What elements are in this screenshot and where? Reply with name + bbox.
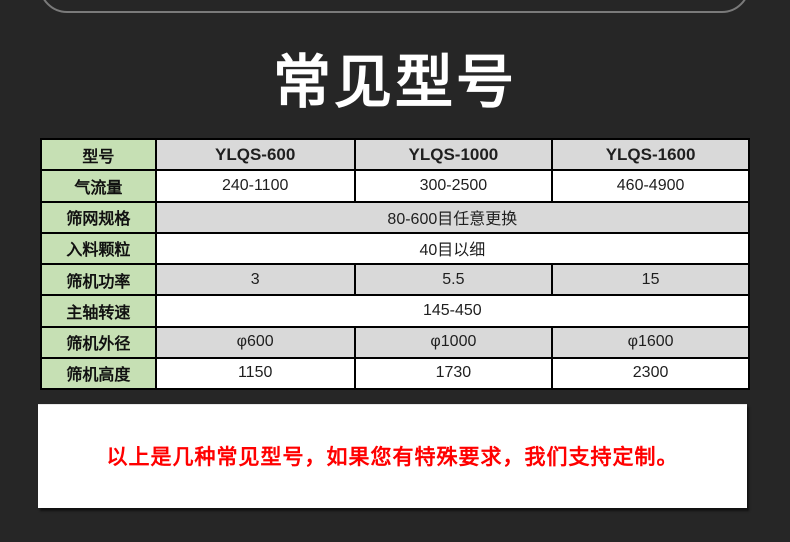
spec-value-cell: 145-450: [154, 294, 751, 328]
row-label-cell: 筛机功率: [40, 262, 157, 297]
table-row: 气流量 240-1100 300-2500 460-4900: [40, 169, 750, 203]
spec-value-cell: 40目以细: [154, 231, 751, 266]
spec-value-cell: YLQS-1000: [353, 137, 554, 172]
spec-value-cell: φ1000: [353, 325, 554, 359]
table-row: 型号 YLQS-600 YLQS-1000 YLQS-1600: [40, 137, 750, 172]
row-label-cell: 筛机高度: [40, 356, 157, 391]
spec-value-cell: 2300: [551, 356, 750, 391]
row-label-cell: 气流量: [40, 169, 157, 203]
table-row: 筛机外径 φ600 φ1000 φ1600: [40, 325, 750, 359]
table-row: 主轴转速 145-450: [40, 294, 751, 328]
row-label-cell: 型号: [40, 137, 157, 172]
spec-value-cell: 3: [154, 262, 356, 297]
note-text: 以上是几种常见型号，如果您有特殊要求，我们支持定制。: [106, 446, 679, 469]
spec-value-cell: φ1600: [551, 325, 750, 359]
row-label-cell: 筛机外径: [40, 325, 157, 359]
row-label-cell: 入料颗粒: [40, 231, 157, 266]
spec-value-cell: 80-600目任意更换: [154, 200, 751, 234]
table-row: 入料颗粒 40目以细: [40, 231, 751, 266]
spec-value-cell: YLQS-600: [154, 137, 356, 172]
note-banner: 以上是几种常见型号，如果您有特殊要求，我们支持定制。: [38, 404, 747, 508]
table-row: 筛机高度 1150 1730 2300: [40, 356, 750, 391]
table-row: 筛网规格 80-600目任意更换: [40, 200, 751, 234]
spec-value-cell: YLQS-1600: [551, 137, 750, 172]
spec-value-cell: 300-2500: [353, 169, 554, 203]
spec-value-cell: 5.5: [353, 262, 554, 297]
spec-value-cell: φ600: [154, 325, 356, 359]
spec-value-cell: 460-4900: [551, 169, 750, 203]
row-label-cell: 主轴转速: [40, 294, 157, 328]
previous-card-outline: [39, 0, 750, 13]
table-row: 筛机功率 3 5.5 15: [40, 262, 750, 297]
page-title: 常见型号: [272, 50, 517, 115]
spec-value-cell: 240-1100: [154, 169, 356, 203]
spec-value-cell: 1150: [154, 356, 356, 391]
spec-value-cell: 1730: [353, 356, 554, 391]
spec-value-cell: 15: [551, 262, 750, 297]
spec-table: 型号 YLQS-600 YLQS-1000 YLQS-1600 气流量 240-…: [40, 137, 751, 391]
row-label-cell: 筛网规格: [40, 200, 157, 234]
